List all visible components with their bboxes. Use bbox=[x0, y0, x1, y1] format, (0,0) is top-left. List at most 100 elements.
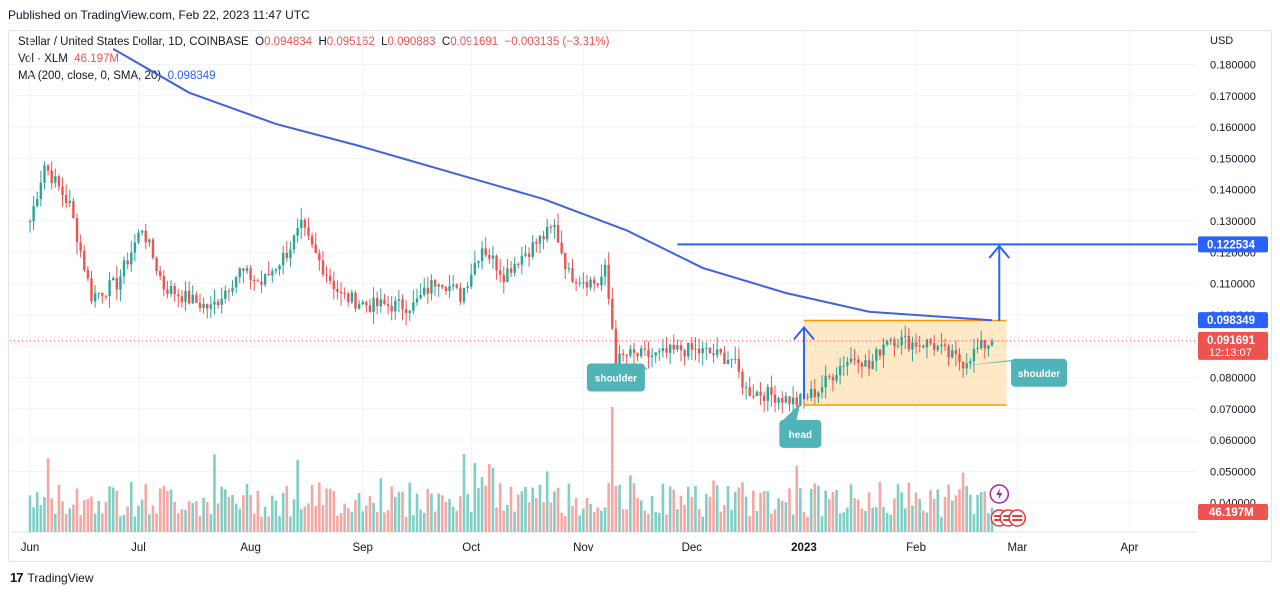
volume-bar bbox=[296, 460, 299, 532]
candle-body bbox=[195, 294, 198, 303]
y-tick-label: 0.130000 bbox=[1210, 216, 1256, 228]
candle-body bbox=[922, 345, 925, 348]
volume-bar bbox=[777, 498, 780, 532]
x-tick-label: Jul bbox=[131, 542, 146, 554]
volume-bar bbox=[299, 508, 303, 532]
candle-body bbox=[697, 348, 701, 354]
candle-body bbox=[954, 350, 958, 354]
candle-body bbox=[491, 255, 495, 259]
volume-bar bbox=[93, 513, 97, 532]
candle-body bbox=[177, 294, 180, 297]
volume-bar bbox=[686, 486, 690, 532]
candle-body bbox=[618, 353, 621, 368]
ma-legend[interactable]: MA (200, close, 0, SMA, 20) 0.098349 bbox=[18, 70, 216, 82]
volume-bar bbox=[983, 491, 987, 532]
volume-bar bbox=[658, 512, 661, 532]
volume-bar bbox=[621, 509, 625, 532]
candle-body bbox=[303, 219, 307, 228]
volume-bar bbox=[419, 509, 422, 532]
volume-bar bbox=[133, 516, 137, 532]
y-tick-label: 0.170000 bbox=[1210, 91, 1256, 103]
candle-body bbox=[97, 292, 100, 294]
candle-body bbox=[43, 165, 46, 183]
candle-body bbox=[549, 226, 552, 228]
candle-body bbox=[408, 310, 411, 313]
candle-body bbox=[347, 293, 350, 303]
candle-body bbox=[430, 280, 433, 294]
volume-bar bbox=[506, 504, 509, 532]
volume-bar bbox=[976, 494, 979, 532]
x-tick-label: Jun bbox=[21, 542, 40, 554]
candle-body bbox=[578, 282, 581, 284]
y-tick-label: 0.150000 bbox=[1210, 153, 1256, 165]
volume-bar bbox=[589, 503, 592, 532]
candle-body bbox=[538, 236, 542, 244]
volume-bar bbox=[90, 496, 93, 532]
candle-body bbox=[918, 345, 921, 347]
volume-bar bbox=[545, 471, 549, 532]
candle-body bbox=[961, 361, 965, 369]
footer-brand[interactable]: TradingView bbox=[27, 570, 94, 585]
candle-body bbox=[423, 287, 426, 295]
volume-bar bbox=[958, 489, 961, 532]
candle-body bbox=[271, 271, 274, 276]
volume-bars bbox=[28, 407, 994, 532]
volume-bar bbox=[245, 483, 249, 532]
candle-body bbox=[835, 375, 838, 381]
candle-body bbox=[647, 349, 650, 357]
candle-body bbox=[148, 239, 151, 243]
candle-body bbox=[173, 286, 176, 295]
candle-body bbox=[419, 294, 422, 299]
volume-bar bbox=[665, 514, 668, 532]
candle-body bbox=[249, 268, 252, 281]
volume-bar bbox=[603, 507, 607, 532]
volume-bar bbox=[252, 513, 256, 532]
candle-body bbox=[314, 244, 317, 254]
candle-body bbox=[376, 297, 379, 307]
volume-bar bbox=[867, 492, 871, 532]
candle-body bbox=[383, 299, 386, 305]
volume-bar bbox=[318, 482, 321, 532]
candle-body bbox=[50, 170, 53, 183]
volume-bar bbox=[162, 485, 166, 532]
candle-body bbox=[133, 242, 137, 253]
candle-body bbox=[75, 218, 79, 243]
candle-body bbox=[448, 286, 451, 292]
volume-bar bbox=[148, 514, 151, 532]
volume-bar bbox=[314, 505, 318, 532]
volume-bar bbox=[535, 498, 538, 532]
candle-body bbox=[162, 276, 166, 290]
candle-body bbox=[159, 271, 162, 277]
candle-body bbox=[64, 195, 68, 203]
candle-body bbox=[867, 360, 871, 369]
volume-bar bbox=[137, 505, 140, 532]
candle-body bbox=[882, 344, 885, 356]
volume-bar bbox=[705, 493, 708, 532]
volume-bar bbox=[97, 500, 101, 532]
volume-bar bbox=[451, 506, 455, 532]
candle-body bbox=[527, 253, 531, 257]
candle-body bbox=[390, 305, 393, 312]
candle-body bbox=[310, 235, 314, 245]
candle-body bbox=[925, 339, 929, 348]
candle-body bbox=[36, 198, 39, 206]
volume-bar bbox=[375, 511, 379, 532]
volume-bar bbox=[169, 489, 173, 532]
volume-bar bbox=[560, 512, 563, 532]
volume-bar bbox=[896, 484, 900, 532]
volume-tag bbox=[1198, 504, 1268, 520]
volume-bar bbox=[357, 492, 361, 532]
volume-bar bbox=[531, 487, 535, 532]
callout-tail bbox=[963, 359, 1029, 366]
volume-bar bbox=[115, 490, 119, 532]
volume-bar bbox=[50, 498, 53, 532]
volume-bar bbox=[965, 485, 969, 532]
x-tick-label: Aug bbox=[240, 542, 260, 554]
volume-bar bbox=[343, 503, 346, 532]
candle-body bbox=[484, 248, 487, 255]
volume-bar bbox=[979, 491, 983, 532]
candle-body bbox=[296, 227, 299, 236]
volume-bar bbox=[864, 511, 867, 532]
volume-bar bbox=[473, 463, 477, 532]
